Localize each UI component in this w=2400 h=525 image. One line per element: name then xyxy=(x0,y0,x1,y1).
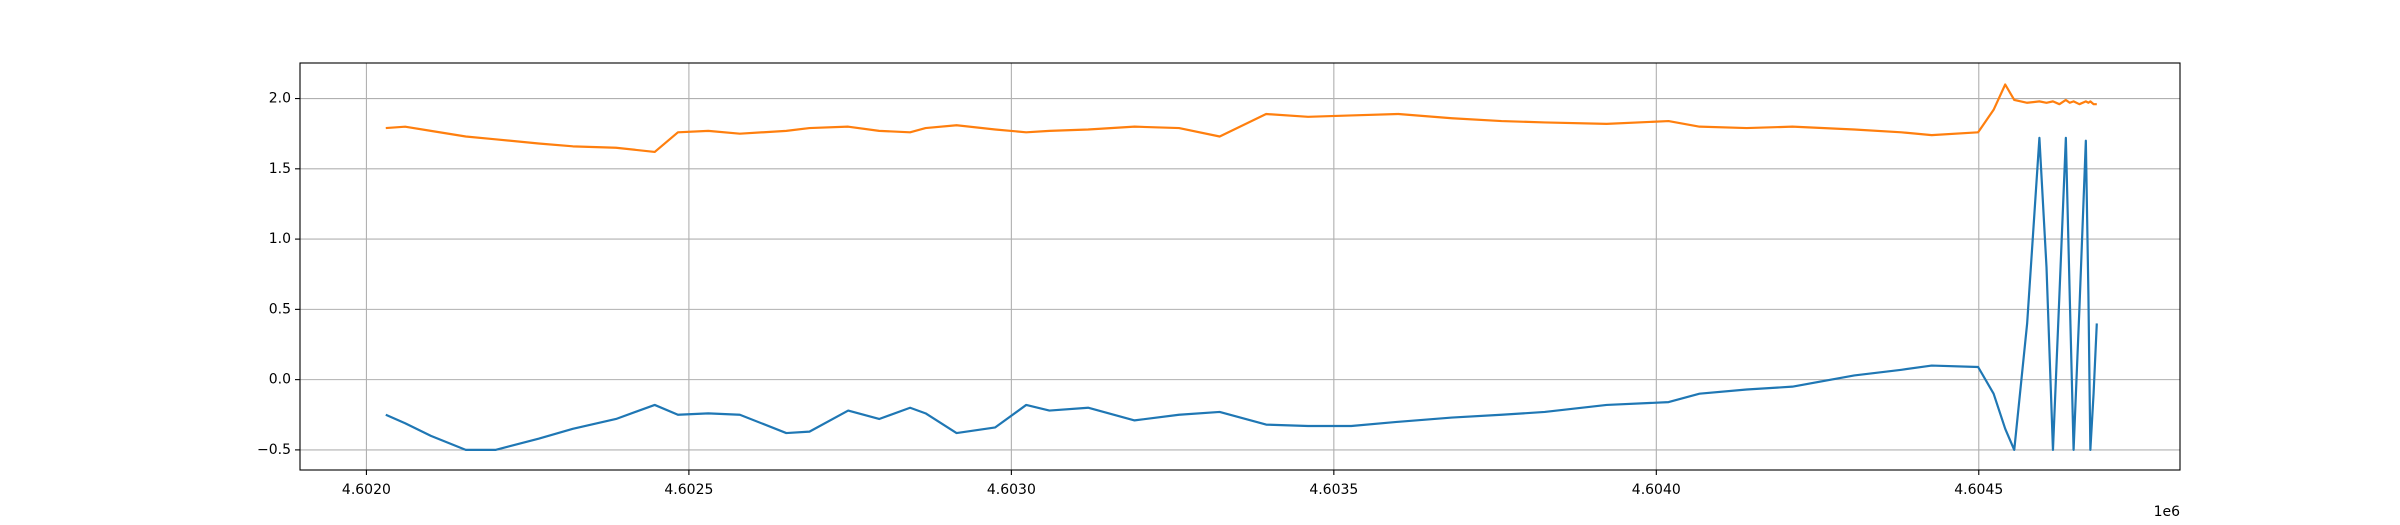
y-tick-label: 0.0 xyxy=(269,372,291,388)
y-tick-label: 1.0 xyxy=(269,231,291,247)
x-tick-label: 4.6030 xyxy=(987,482,1036,498)
x-tick-label: 4.6045 xyxy=(1954,482,2003,498)
y-tick-label: 0.5 xyxy=(269,301,291,317)
x-tick-label: 4.6025 xyxy=(664,482,713,498)
line-series xyxy=(385,83,2097,154)
x-tick-label: 4.6035 xyxy=(1309,482,1358,498)
x-offset-label: 1e6 xyxy=(2154,504,2181,520)
x-tick-label: 4.6020 xyxy=(342,482,391,498)
x-tick-label: 4.6040 xyxy=(1632,482,1681,498)
y-tick-label: 1.5 xyxy=(269,161,291,177)
y-tick-label: 2.0 xyxy=(269,91,291,107)
line-series xyxy=(385,136,2098,451)
y-tick-label: −0.5 xyxy=(257,442,291,458)
plot-frame xyxy=(299,62,2181,471)
